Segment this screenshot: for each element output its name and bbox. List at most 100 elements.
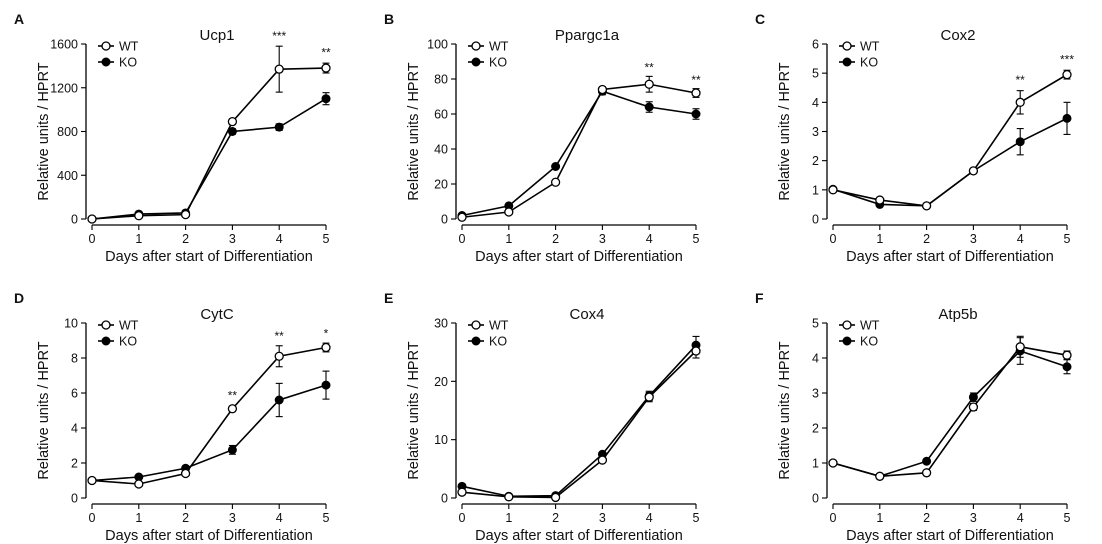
data-point-ko [691, 109, 701, 119]
y-axis-label: Relative units / HPRT [406, 62, 422, 200]
data-point-wt [457, 487, 467, 497]
y-tick-label: 4 [812, 352, 819, 366]
panel-letter: E [384, 290, 393, 306]
data-point-ko [922, 456, 932, 466]
y-tick-label: 1600 [50, 38, 78, 52]
y-tick-label: 10 [64, 317, 78, 331]
x-tick-label: 1 [135, 232, 142, 246]
data-point-ko [1062, 113, 1072, 123]
x-tick-label: 4 [1017, 511, 1024, 525]
legend-label-ko: KO [119, 335, 137, 349]
series-line-wt [832, 73, 1068, 207]
y-tick-label: 0 [71, 213, 78, 227]
series-line-wt [832, 345, 1068, 478]
x-tick-label: 4 [646, 511, 653, 525]
y-axis-label: Relative units / HPRT [406, 341, 422, 479]
x-tick-label: 1 [135, 511, 142, 525]
y-axis-label: Relative units / HPRT [36, 341, 52, 479]
chart-title: Atp5b [938, 306, 977, 323]
x-tick-label: 4 [276, 511, 283, 525]
data-point-wt [644, 392, 654, 402]
y-tick-label: 800 [57, 125, 78, 139]
legend-label-wt: WT [119, 319, 139, 333]
significance-annotation: ** [645, 61, 655, 75]
x-tick-label: 1 [876, 511, 883, 525]
panel-letter: F [755, 290, 764, 306]
data-point-ko [1062, 362, 1072, 372]
legend-label-wt: WT [489, 40, 509, 54]
y-tick-label: 30 [434, 317, 448, 331]
data-point-wt [921, 468, 932, 478]
x-tick-label: 4 [1017, 232, 1024, 246]
data-point-wt [828, 185, 838, 195]
panel-letter: B [384, 11, 394, 27]
series-line-ko [461, 344, 697, 498]
y-tick-label: 10 [434, 433, 448, 447]
data-point-wt [921, 201, 932, 211]
significance-annotation: ** [691, 73, 701, 87]
y-tick-label: 5 [812, 67, 819, 81]
y-tick-label: 4 [812, 96, 819, 110]
data-point-ko [274, 122, 284, 132]
legend-marker-wt [471, 41, 481, 51]
data-point-wt [968, 166, 979, 176]
panel-letter: C [755, 11, 765, 27]
significance-annotation: * [324, 326, 329, 340]
series-line-wt [91, 346, 327, 485]
data-point-wt [457, 212, 467, 222]
data-point-wt [504, 492, 514, 502]
data-point-wt [968, 402, 979, 412]
x-tick-label: 5 [323, 511, 330, 525]
y-tick-label: 6 [812, 38, 819, 52]
legend-label-ko: KO [860, 56, 878, 70]
x-axis-label: Days after start of Differentiation [846, 249, 1054, 265]
y-tick-label: 2 [812, 422, 819, 436]
panel-letter: A [14, 11, 24, 27]
x-tick-label: 5 [693, 511, 700, 525]
y-tick-label: 0 [71, 492, 78, 506]
data-point-ko [551, 162, 561, 171]
y-tick-label: 60 [434, 108, 448, 122]
data-point-wt [597, 455, 608, 465]
significance-annotation: ** [275, 329, 285, 343]
data-point-wt [274, 351, 284, 361]
legend-label-wt: WT [489, 319, 509, 333]
series-line-ko [832, 117, 1068, 207]
data-point-wt [875, 195, 885, 205]
chart-panel-b: B Ppargc1a 0 20 40 60 80 100 0 1 2 3 4 5 Days after st… [384, 11, 701, 265]
x-tick-label: 3 [970, 511, 977, 525]
data-point-wt [227, 404, 238, 414]
x-tick-label: 4 [646, 232, 653, 246]
x-tick-label: 2 [923, 232, 930, 246]
data-point-wt [550, 492, 561, 503]
data-point-wt [227, 117, 238, 127]
data-point-wt [87, 475, 97, 486]
chart-title: Ucp1 [199, 27, 234, 44]
legend-marker-ko [471, 336, 481, 346]
y-tick-label: 3 [812, 125, 819, 139]
x-tick-label: 3 [970, 232, 977, 246]
y-axis-label: Relative units / HPRT [777, 341, 793, 479]
data-point-wt [504, 207, 514, 217]
x-tick-label: 0 [830, 232, 837, 246]
significance-annotation: ** [228, 389, 238, 403]
x-tick-label: 5 [1064, 511, 1071, 525]
data-point-wt [274, 64, 284, 74]
legend-label-wt: WT [860, 319, 880, 333]
x-tick-label: 2 [182, 232, 189, 246]
data-point-ko [1015, 137, 1025, 147]
legend-marker-wt [101, 41, 111, 51]
x-tick-label: 1 [505, 511, 512, 525]
y-tick-label: 3 [812, 387, 819, 401]
x-tick-label: 5 [693, 232, 700, 246]
x-axis-label: Days after start of Differentiation [105, 528, 313, 544]
data-point-wt [644, 79, 654, 89]
y-tick-label: 20 [434, 375, 448, 389]
x-tick-label: 5 [323, 232, 330, 246]
x-tick-label: 1 [876, 232, 883, 246]
y-tick-label: 8 [71, 352, 78, 366]
x-tick-label: 0 [830, 511, 837, 525]
panel-letter: D [14, 290, 24, 306]
x-tick-label: 0 [459, 511, 466, 525]
